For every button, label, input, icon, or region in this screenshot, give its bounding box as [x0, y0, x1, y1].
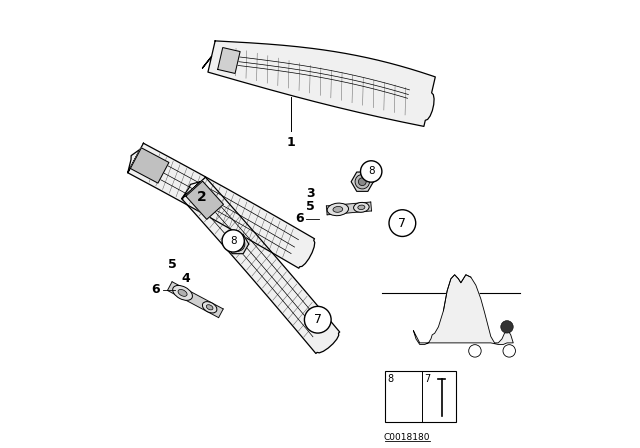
Circle shape — [399, 394, 404, 399]
Ellipse shape — [353, 202, 369, 212]
Polygon shape — [394, 390, 410, 404]
Text: 7: 7 — [424, 374, 431, 383]
Ellipse shape — [206, 305, 213, 310]
Circle shape — [305, 306, 331, 333]
Text: 1: 1 — [287, 136, 296, 149]
Circle shape — [234, 240, 241, 248]
Polygon shape — [128, 143, 315, 268]
Text: 6: 6 — [296, 212, 304, 225]
Text: 2: 2 — [197, 190, 207, 204]
Bar — [385, 371, 456, 422]
Circle shape — [222, 230, 244, 252]
Polygon shape — [182, 177, 340, 353]
Polygon shape — [218, 47, 240, 73]
Text: 8: 8 — [230, 236, 237, 246]
Ellipse shape — [327, 203, 349, 215]
Text: 5: 5 — [168, 258, 177, 271]
Text: 8: 8 — [368, 167, 374, 177]
Polygon shape — [202, 41, 435, 126]
Text: 7: 7 — [398, 217, 406, 230]
Polygon shape — [131, 148, 169, 183]
Text: C0018180: C0018180 — [383, 433, 430, 442]
Circle shape — [358, 178, 366, 185]
Text: 7: 7 — [314, 313, 322, 326]
Text: 5: 5 — [306, 200, 315, 213]
Circle shape — [355, 174, 369, 189]
Circle shape — [500, 321, 513, 333]
Polygon shape — [227, 234, 249, 254]
Polygon shape — [351, 172, 373, 191]
Text: 6: 6 — [151, 284, 159, 297]
Circle shape — [360, 161, 382, 182]
Ellipse shape — [202, 302, 217, 313]
Polygon shape — [168, 282, 223, 318]
Text: 3: 3 — [306, 187, 314, 200]
Circle shape — [396, 391, 407, 402]
Circle shape — [389, 210, 416, 237]
Ellipse shape — [333, 207, 343, 212]
Polygon shape — [413, 275, 513, 345]
Text: 8: 8 — [387, 374, 394, 383]
Ellipse shape — [358, 205, 365, 210]
Polygon shape — [326, 202, 371, 215]
Circle shape — [230, 237, 245, 251]
Ellipse shape — [173, 285, 193, 300]
Polygon shape — [186, 181, 223, 220]
Ellipse shape — [178, 289, 187, 296]
Text: 4: 4 — [181, 272, 190, 285]
